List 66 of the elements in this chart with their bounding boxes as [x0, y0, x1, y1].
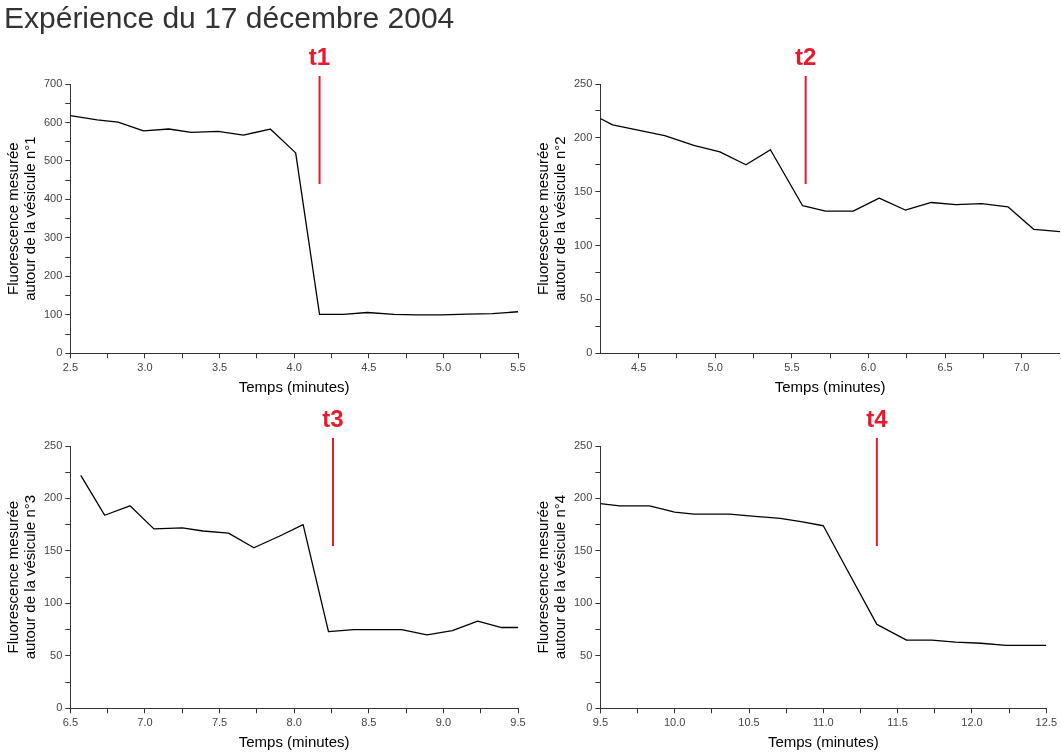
y-tick-label: 250 [573, 77, 593, 90]
x-tick-label: 3.0 [137, 360, 153, 373]
x-tick-label: 2.5 [62, 360, 78, 373]
x-tick-label: 7.0 [1014, 360, 1030, 373]
x-tick-label: 9.5 [592, 715, 608, 728]
x-axis-title: Temps (minutes) [238, 732, 350, 750]
x-tick-label: 12.0 [961, 715, 983, 728]
y-tick-label: 100 [43, 307, 63, 320]
x-tick-label: 6.5 [62, 715, 78, 728]
y-tick-label: 400 [43, 192, 63, 205]
x-tick-label: 4.5 [361, 360, 377, 373]
y-tick-label: 200 [43, 491, 63, 504]
x-tick-label: 6.5 [937, 360, 953, 373]
y-tick-label: 0 [56, 346, 63, 359]
y-tick-label: 50 [580, 648, 593, 661]
x-tick-label: 3.5 [211, 360, 228, 373]
y-tick-label: 0 [56, 701, 63, 714]
x-tick-label: 4.0 [286, 360, 302, 373]
x-tick-label: 10.0 [663, 715, 686, 728]
ref-line-label: t3 [322, 404, 344, 432]
ref-line-label: t4 [866, 404, 889, 432]
x-tick-label: 7.5 [211, 715, 228, 728]
x-tick-label: 5.5 [510, 360, 526, 373]
y-tick-label: 500 [43, 153, 63, 166]
x-tick-label: 7.0 [137, 715, 153, 728]
y-tick-label: 100 [573, 596, 593, 609]
x-tick-label: 12.5 [1035, 715, 1058, 728]
ref-line-label: t1 [308, 42, 331, 70]
x-tick-label: 9.0 [435, 715, 452, 728]
x-tick-label: 8.5 [361, 715, 377, 728]
x-tick-label: 11.0 [813, 715, 834, 728]
y-tick-label: 200 [43, 269, 63, 282]
y-tick-label: 0 [586, 701, 593, 714]
x-axis-title: Temps (minutes) [774, 377, 886, 395]
y-tick-label: 0 [586, 346, 593, 359]
y-tick-label: 700 [43, 77, 63, 90]
x-tick-label: 9.5 [510, 715, 526, 728]
y-tick-label: 100 [573, 238, 593, 251]
y-tick-label: 200 [573, 491, 593, 504]
y-tick-label: 600 [43, 115, 63, 128]
x-tick-label: 11.5 [887, 715, 908, 728]
x-tick-label: 5.5 [784, 360, 800, 373]
y-tick-label: 150 [573, 543, 593, 556]
x-axis-title: Temps (minutes) [238, 377, 350, 395]
y-tick-label: 300 [43, 230, 63, 243]
y-tick-label: 250 [573, 439, 593, 452]
y-axis-title: Fluorescence mesurée autour de la vésicule n°1 [4, 136, 38, 301]
y-tick-label: 50 [580, 292, 593, 305]
x-tick-label: 8.0 [286, 715, 302, 728]
x-tick-label: 10.5 [738, 715, 760, 728]
y-tick-label: 250 [43, 439, 63, 452]
y-axis-title: Fluorescence mesurée autour de la vésicule n°4 [534, 494, 568, 660]
ref-line-label: t2 [794, 42, 817, 70]
y-tick-label: 150 [43, 543, 63, 556]
y-axis-title: Fluorescence mesurée autour de la vésicule n°2 [534, 136, 568, 301]
x-tick-label: 5.0 [435, 360, 452, 373]
x-axis-title: Temps (minutes) [767, 732, 879, 750]
x-tick-label: 4.5 [631, 360, 647, 373]
y-tick-label: 100 [43, 596, 63, 609]
y-tick-label: 200 [573, 130, 593, 143]
y-axis-title: Fluorescence mesurée autour de la vésicule n°3 [4, 494, 38, 660]
x-tick-label: 5.0 [707, 360, 723, 373]
chart-title: Expérience du 17 décembre 2004 [3, 0, 456, 36]
x-tick-label: 6.0 [860, 360, 877, 373]
y-tick-label: 50 [50, 648, 63, 661]
y-tick-label: 150 [573, 184, 593, 197]
